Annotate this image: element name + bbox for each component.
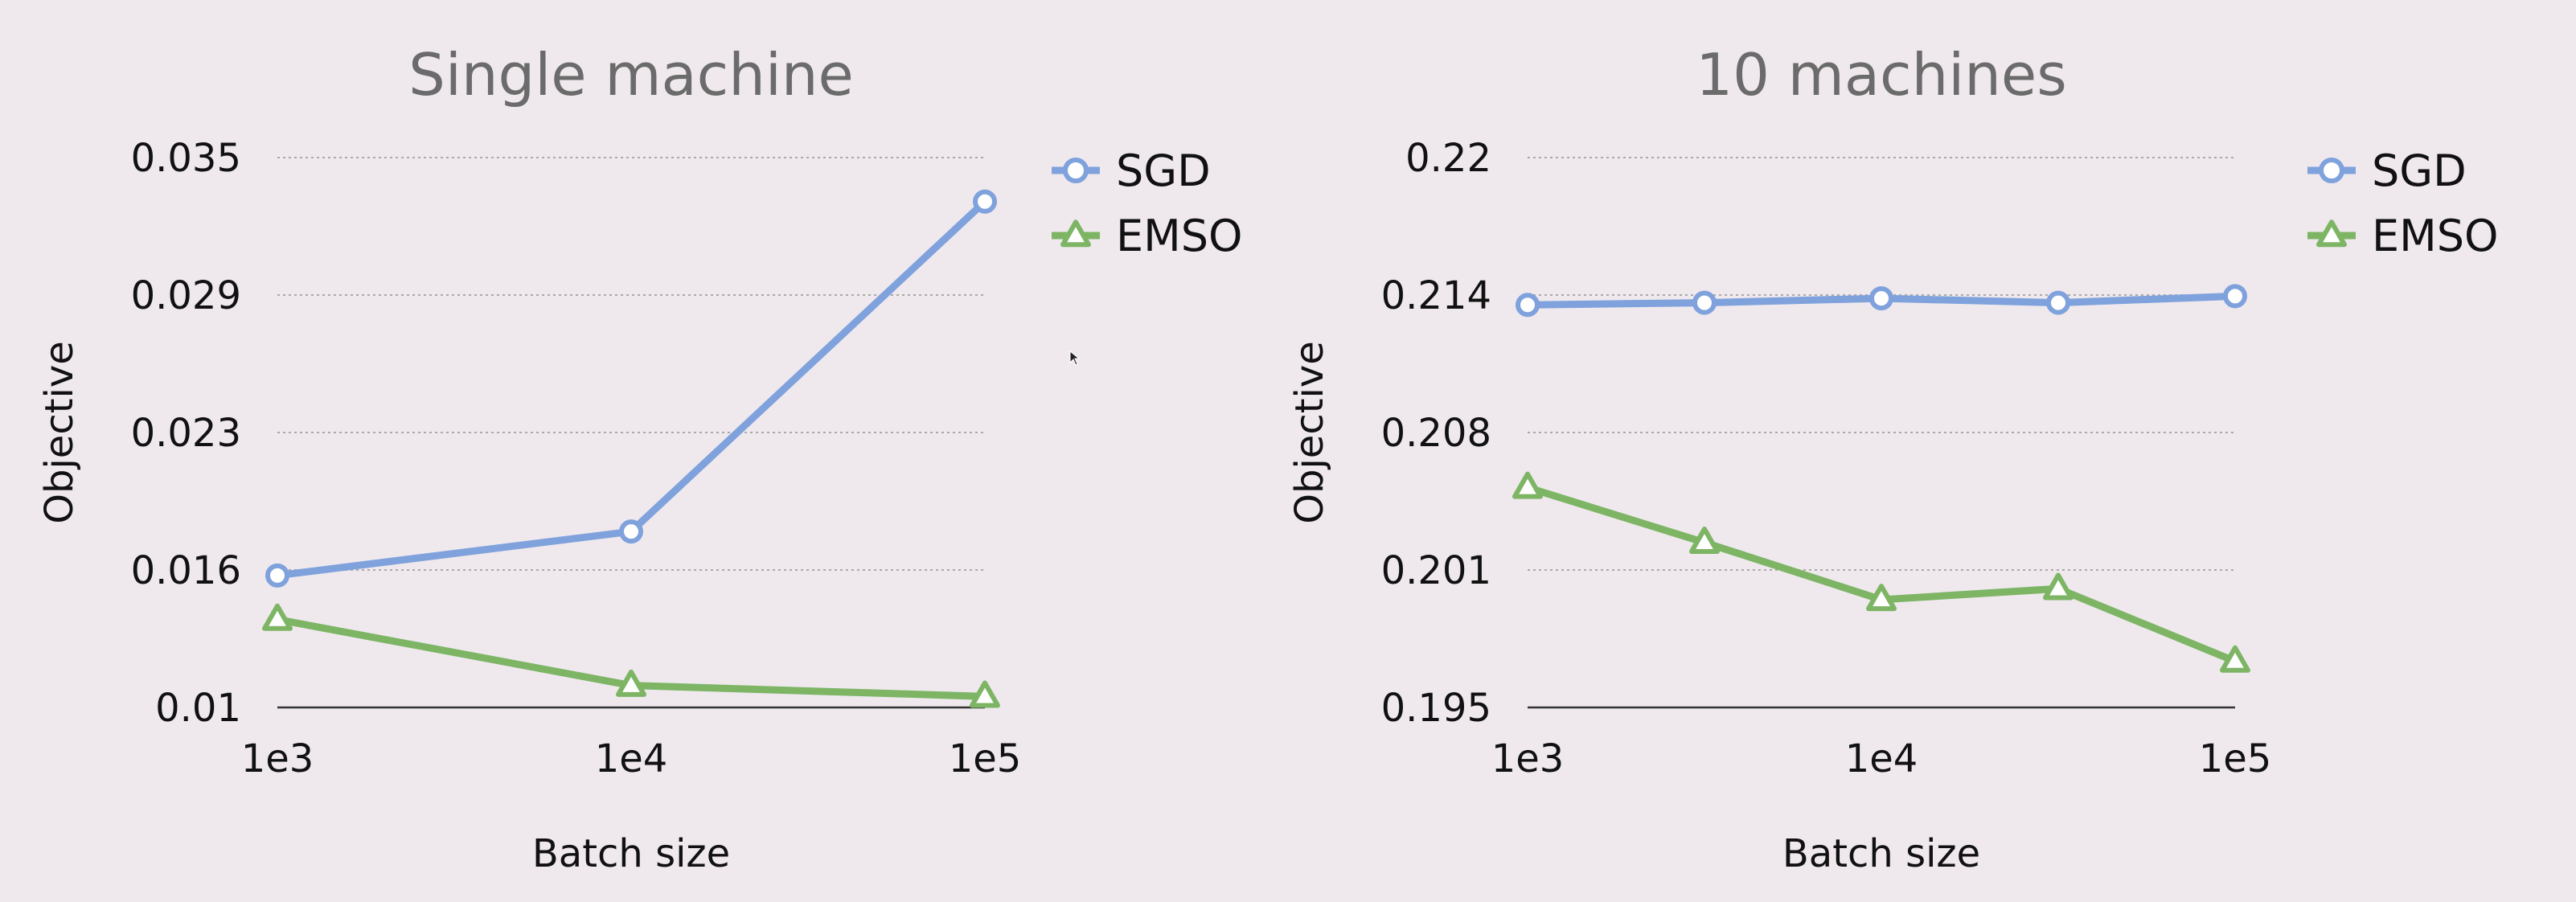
legend-triangle-marker — [1060, 219, 1091, 248]
legend-label: SGD — [1116, 146, 1211, 196]
chart-title: 10 machines — [1696, 41, 2066, 109]
data-point-sgd — [265, 563, 289, 588]
data-point-emso — [970, 680, 1000, 708]
data-point-emso — [1866, 584, 1897, 612]
data-point-sgd — [1869, 286, 1893, 311]
legend-triangle-marker — [2316, 219, 2347, 248]
data-point-emso — [1688, 527, 1720, 554]
data-point-emso — [2043, 572, 2074, 601]
y-tick-label: 0.016 — [131, 548, 241, 593]
data-point-emso — [1512, 471, 1543, 499]
y-tick-label: 0.201 — [1381, 548, 1491, 593]
mouse-cursor-icon — [1069, 350, 1081, 371]
legend-label: EMSO — [1116, 211, 1243, 261]
x-tick-label: 1e4 — [1845, 736, 1918, 781]
x-tick-label: 1e3 — [241, 736, 314, 781]
chart-single-machine: Single machine0.0350.0290.0230.0160.011e… — [37, 41, 1243, 876]
x-tick-label: 1e4 — [595, 736, 668, 781]
legend-item-sgd: SGD — [2307, 146, 2467, 196]
y-tick-label: 0.035 — [131, 136, 241, 181]
y-axis-label: Objective — [37, 341, 82, 524]
legend-circle-marker — [2319, 158, 2344, 183]
y-tick-label: 0.208 — [1381, 411, 1491, 456]
data-point-emso — [262, 603, 293, 631]
data-point-emso — [616, 669, 646, 697]
y-axis-label: Objective — [1287, 341, 1332, 524]
legend-item-emso: EMSO — [1052, 211, 1243, 261]
x-tick-label: 1e3 — [1491, 736, 1565, 781]
data-point-sgd — [2223, 284, 2247, 309]
legend-label: EMSO — [2372, 211, 2499, 261]
y-tick-label: 0.023 — [131, 411, 241, 456]
y-tick-label: 0.029 — [131, 273, 241, 318]
legend-item-sgd: SGD — [1052, 146, 1211, 196]
data-point-sgd — [619, 519, 643, 544]
chart-title: Single machine — [408, 41, 854, 109]
y-tick-label: 0.214 — [1381, 273, 1491, 318]
y-tick-label: 0.01 — [155, 686, 241, 731]
data-point-sgd — [973, 189, 997, 214]
x-axis-label: Batch size — [1782, 831, 1980, 876]
data-point-sgd — [1516, 293, 1540, 318]
y-tick-label: 0.195 — [1381, 686, 1491, 731]
legend-label: SGD — [2372, 146, 2467, 196]
data-point-emso — [2220, 645, 2250, 673]
y-tick-label: 0.22 — [1405, 136, 1491, 181]
legend-circle-marker — [1063, 158, 1089, 183]
x-tick-label: 1e5 — [949, 736, 1022, 781]
legend-item-emso: EMSO — [2307, 211, 2499, 261]
data-point-sgd — [1692, 290, 1717, 315]
x-tick-label: 1e5 — [2199, 736, 2272, 781]
x-axis-label: Batch size — [532, 831, 730, 876]
data-point-sgd — [2046, 290, 2071, 315]
